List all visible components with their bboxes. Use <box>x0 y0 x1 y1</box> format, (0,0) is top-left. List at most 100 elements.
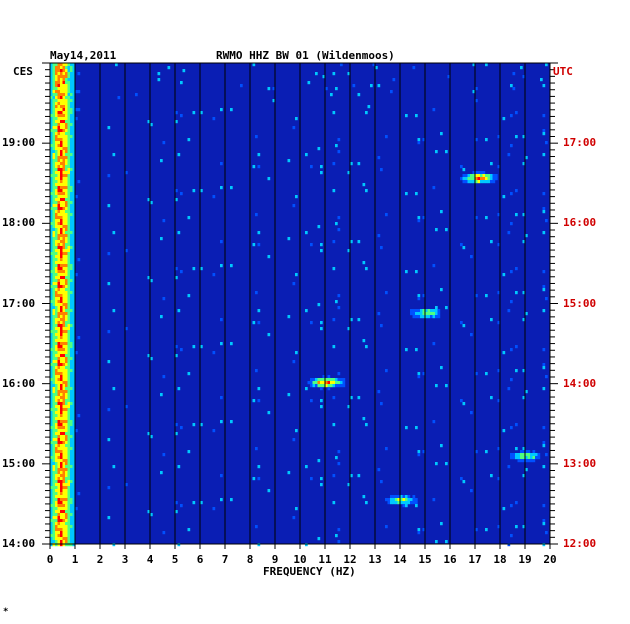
heatmap-cell <box>67 495 71 499</box>
heatmap-cell <box>62 144 66 148</box>
heatmap-cell <box>67 501 71 505</box>
heatmap-cell <box>57 171 61 175</box>
heatmap-cell <box>60 471 63 475</box>
heatmap-cell <box>52 90 56 94</box>
heatmap-cell <box>57 243 61 247</box>
heatmap-cell <box>65 420 68 424</box>
heatmap-cell <box>475 294 478 298</box>
heatmap-cell <box>510 426 513 430</box>
heatmap-cell <box>65 102 68 106</box>
heatmap-cell <box>332 345 336 349</box>
heatmap-cell <box>57 441 61 445</box>
heatmap-cell <box>330 93 333 97</box>
heatmap-cell <box>65 243 68 247</box>
heatmap-cell <box>367 105 371 109</box>
heatmap-cell <box>70 513 73 517</box>
heatmap-cell <box>162 375 166 379</box>
heatmap-cell <box>57 360 61 364</box>
heatmap-cell <box>70 288 73 292</box>
heatmap-cell <box>62 450 66 454</box>
heatmap-cell <box>52 297 56 301</box>
heatmap-cell <box>57 384 61 388</box>
heatmap-cell <box>62 159 66 163</box>
heatmap-cell <box>62 195 66 199</box>
heatmap-cell <box>55 249 58 253</box>
heatmap-cell <box>60 225 63 229</box>
heatmap-cell <box>417 294 421 298</box>
heatmap-cell <box>55 186 58 190</box>
heatmap-cell <box>70 444 73 448</box>
heatmap-cell <box>70 87 73 91</box>
heatmap-cell <box>57 351 61 355</box>
heatmap-cell <box>60 396 63 400</box>
heatmap-cell <box>67 384 71 388</box>
heatmap-cell <box>65 417 68 421</box>
heatmap-cell <box>55 135 58 139</box>
heatmap-cell <box>72 315 76 319</box>
y-tick-label-right: 13:00 <box>563 456 597 470</box>
heatmap-cell <box>405 498 408 502</box>
heatmap-cell <box>187 216 191 220</box>
heatmap-cell <box>292 360 296 364</box>
heatmap-cell <box>212 429 216 433</box>
heatmap-cell <box>60 207 63 211</box>
heatmap-cell <box>55 267 58 271</box>
heatmap-cell <box>50 402 53 406</box>
heatmap-cell <box>147 354 151 358</box>
heatmap-cell <box>72 66 76 70</box>
heatmap-cell <box>377 84 381 88</box>
heatmap-cell <box>410 498 413 502</box>
heatmap-cell <box>50 525 53 529</box>
heatmap-cell <box>72 333 76 337</box>
heatmap-cell <box>52 363 56 367</box>
heatmap-cell <box>272 87 276 91</box>
heatmap-cell <box>257 231 261 235</box>
heatmap-cell <box>55 402 58 406</box>
heatmap-cell <box>55 507 58 511</box>
heatmap-cell <box>542 288 546 292</box>
heatmap-cell <box>57 468 61 472</box>
heatmap-cell <box>70 105 73 109</box>
heatmap-cell <box>50 543 53 547</box>
heatmap-cell <box>67 234 71 238</box>
heatmap-cell <box>62 534 66 538</box>
heatmap-cell <box>462 177 466 181</box>
heatmap-cell <box>50 441 53 445</box>
heatmap-cell <box>67 276 71 280</box>
heatmap-cell <box>60 540 63 544</box>
heatmap-cell <box>65 414 68 418</box>
heatmap-cell <box>62 327 66 331</box>
heatmap-cell <box>55 321 58 325</box>
heatmap-cell <box>52 450 56 454</box>
heatmap-cell <box>72 453 76 457</box>
heatmap-cell <box>430 312 433 316</box>
heatmap-cell <box>477 174 481 178</box>
heatmap-cell <box>445 306 448 310</box>
heatmap-cell <box>60 387 63 391</box>
heatmap-cell <box>417 141 421 145</box>
heatmap-cell <box>67 84 71 88</box>
heatmap-cell <box>517 453 521 457</box>
heatmap-cell <box>52 87 56 91</box>
heatmap-cell <box>50 414 53 418</box>
heatmap-cell <box>70 360 73 364</box>
heatmap-cell <box>417 138 421 142</box>
heatmap-cell <box>62 483 66 487</box>
heatmap-cell <box>52 351 56 355</box>
heatmap-cell <box>287 471 291 475</box>
heatmap-cell <box>335 87 338 91</box>
heatmap-cell <box>520 453 523 457</box>
heatmap-cell <box>187 138 191 142</box>
heatmap-cell <box>57 213 61 217</box>
heatmap-cell <box>337 216 341 220</box>
heatmap-cell <box>70 531 73 535</box>
heatmap-cell <box>57 162 61 166</box>
heatmap-cell <box>55 291 58 295</box>
heatmap-cell <box>60 213 63 217</box>
heatmap-cell <box>315 381 318 385</box>
heatmap-cell <box>362 417 366 421</box>
heatmap-cell <box>175 501 178 505</box>
heatmap-cell <box>65 513 68 517</box>
heatmap-cell <box>332 384 336 388</box>
heatmap-cell <box>60 447 63 451</box>
